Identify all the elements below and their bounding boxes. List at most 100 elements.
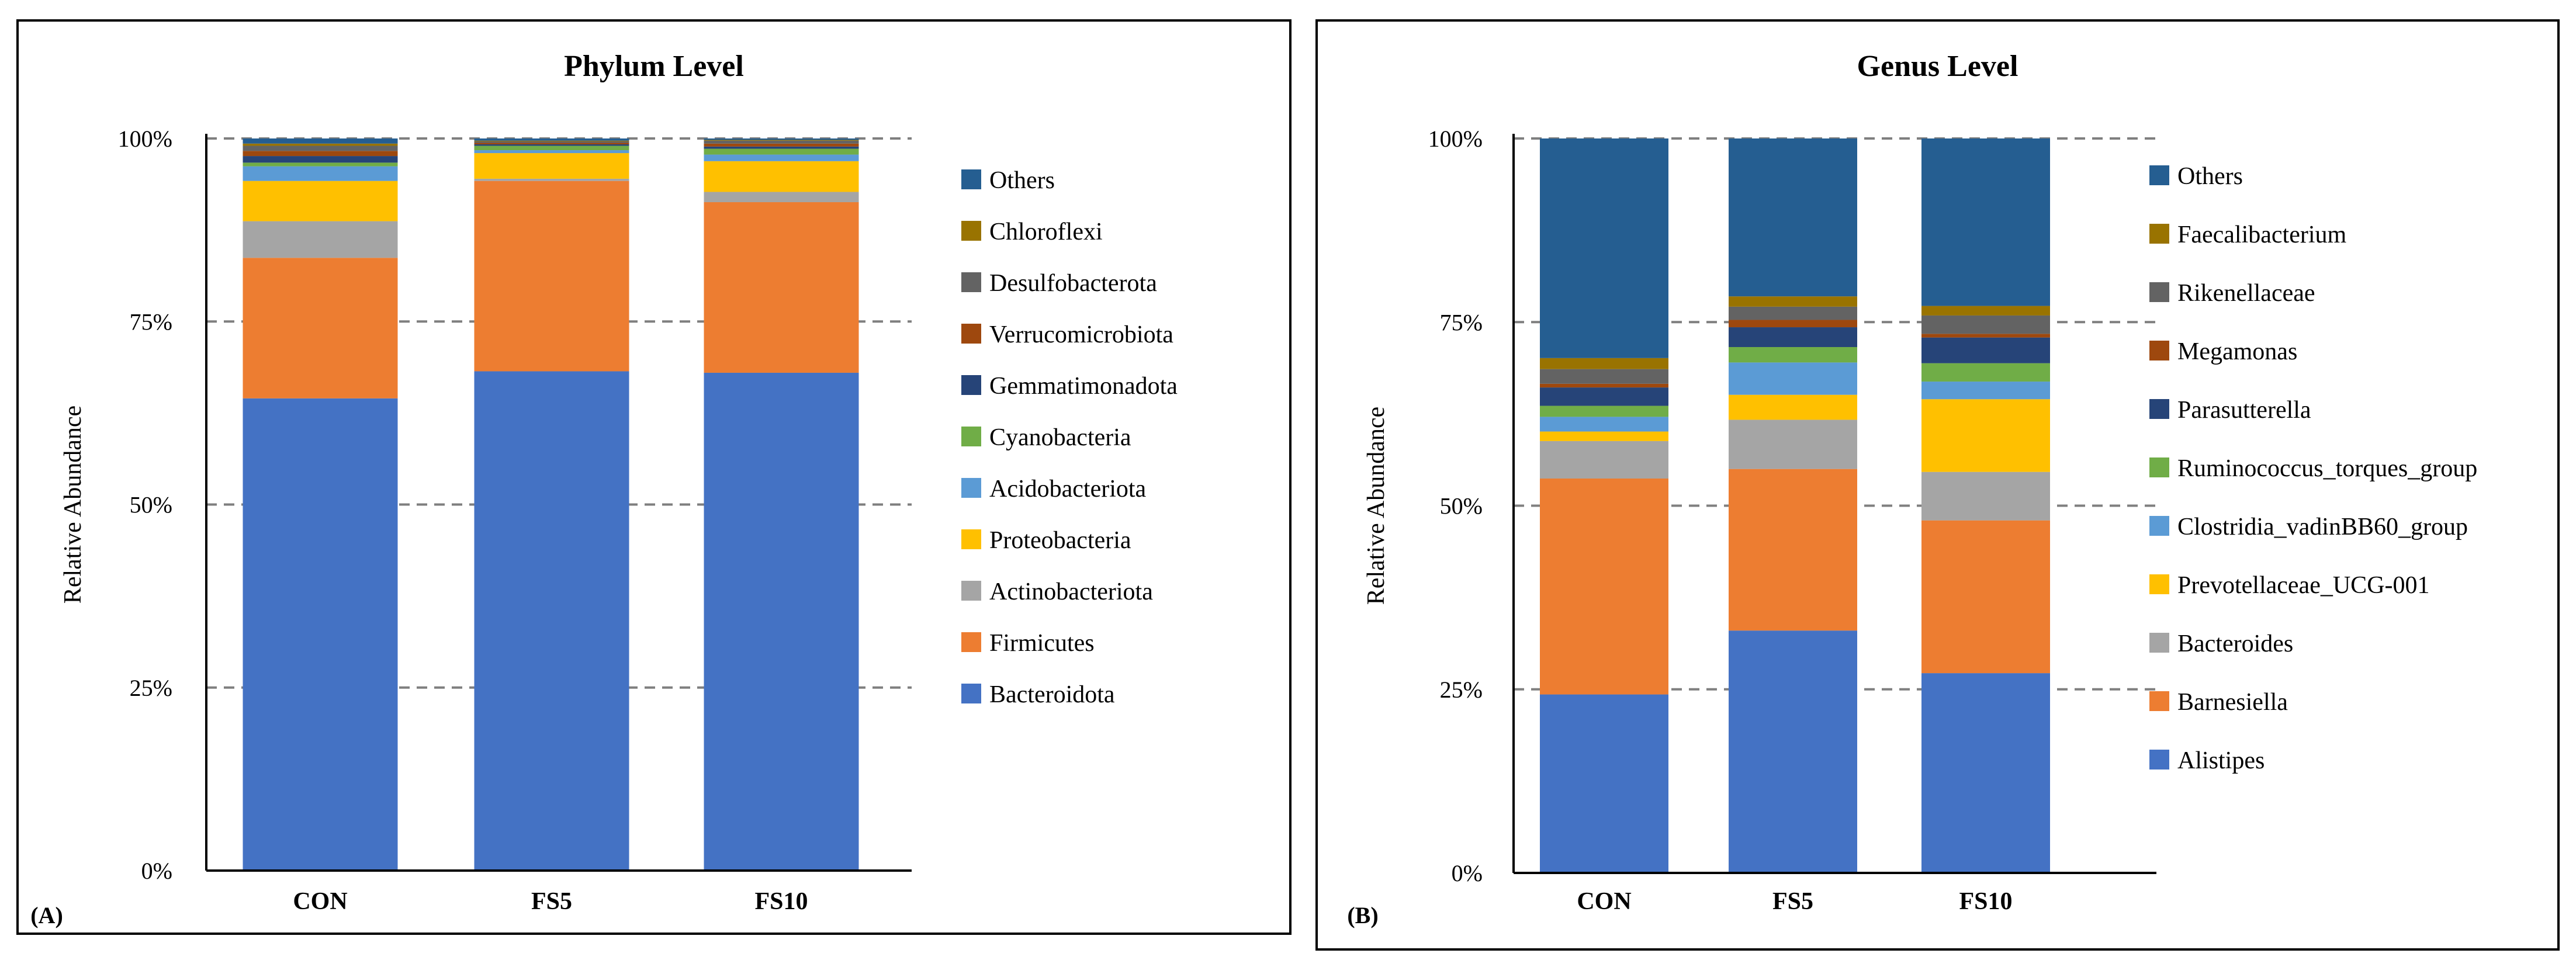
bar-segment-con-gemmatimonadota	[243, 156, 398, 163]
x-tick-label: FS10	[754, 888, 808, 915]
legend-swatch-rikenellaceae	[2149, 282, 2169, 302]
bar-segment-fs10-clostridia-vadinbb60-group	[1921, 382, 2050, 400]
bar-segment-fs5-desulfobacterota	[474, 141, 629, 143]
bar-segment-fs5-faecalibacterium	[1729, 296, 1857, 307]
bar-segment-con-chloroflexi	[243, 143, 398, 146]
bar-segment-con-barnesiella	[1540, 478, 1668, 695]
bar-segment-con-cyanobacteria	[243, 162, 398, 167]
legend-label-desulfobacterota: Desulfobacterota	[989, 270, 1157, 297]
y-tick-label: 25%	[130, 675, 172, 701]
y-tick-label: 50%	[1440, 493, 1483, 519]
legend-label-barnesiella: Barnesiella	[2177, 689, 2288, 716]
legend-label-firmicutes: Firmicutes	[989, 630, 1095, 657]
bar-segment-fs5-verrucomicrobiota	[474, 143, 629, 145]
x-tick-label: FS5	[1772, 888, 1813, 915]
panel-frame	[16, 19, 1292, 935]
bar-segment-fs10-gemmatimonadota	[704, 146, 859, 149]
legend-swatch-firmicutes	[961, 632, 981, 652]
bar-segment-con-alistipes	[1540, 694, 1668, 873]
legend-label-cyanobacteria: Cyanobacteria	[989, 424, 1131, 451]
bar-segment-fs10-verrucomicrobiota	[704, 143, 859, 147]
bar-segment-fs5-proteobacteria	[474, 153, 629, 179]
legend-label-rikenellaceae: Rikenellaceae	[2177, 280, 2315, 307]
legend-label-gemmatimonadota: Gemmatimonadota	[989, 373, 1178, 400]
y-tick-label: 0%	[1452, 860, 1483, 886]
x-tick-label: CON	[293, 888, 347, 915]
legend-swatch-bacteroidota	[961, 684, 981, 703]
bar-segment-fs10-barnesiella	[1921, 520, 2050, 674]
legend-swatch-bacteroides	[2149, 633, 2169, 653]
bar-segment-con-proteobacteria	[243, 181, 398, 221]
legend-label-megamonas: Megamonas	[2177, 338, 2297, 365]
bar-segment-con-others	[1540, 138, 1668, 358]
bar-segment-fs5-actinobacteriota	[474, 178, 629, 181]
bar-segment-fs10-bacteroides	[1921, 472, 2050, 521]
x-tick-label: CON	[1577, 888, 1631, 915]
legend-label-clostridia-vadinbb60-group: Clostridia_vadinBB60_group	[2177, 514, 2468, 540]
bar-segment-fs5-prevotellaceae-ucg-001	[1729, 394, 1857, 420]
y-tick-label: 100%	[1428, 126, 1483, 152]
bar-segment-con-ruminococcus-torques-group	[1540, 405, 1668, 417]
bar-segment-fs5-acidobacteriota	[474, 150, 629, 154]
bar-segment-con-actinobacteriota	[243, 221, 398, 258]
bar-segment-fs10-faecalibacterium	[1921, 306, 2050, 316]
bar-segment-fs10-rikenellaceae	[1921, 315, 2050, 334]
legend-label-proteobacteria: Proteobacteria	[989, 527, 1131, 554]
legend-label-actinobacteriota: Actinobacteriota	[989, 578, 1153, 605]
bar-segment-fs5-alistipes	[1729, 630, 1857, 873]
legend-label-faecalibacterium: Faecalibacterium	[2177, 221, 2347, 248]
bar-segment-fs5-firmicutes	[474, 181, 629, 372]
x-tick-label: FS5	[531, 888, 572, 915]
bar-segment-con-desulfobacterota	[243, 145, 398, 151]
legend-swatch-cyanobacteria	[961, 427, 981, 446]
legend-swatch-acidobacteriota	[961, 478, 981, 498]
x-tick-label: FS10	[1959, 888, 2012, 915]
legend-swatch-others	[961, 169, 981, 189]
legend-label-acidobacteriota: Acidobacteriota	[989, 476, 1147, 502]
legend-label-others: Others	[2177, 163, 2243, 190]
y-tick-label: 50%	[130, 492, 172, 518]
bar-segment-fs10-others	[704, 138, 859, 140]
bar-segment-con-bacteroidota	[243, 398, 398, 871]
legend-swatch-barnesiella	[2149, 691, 2169, 711]
legend-label-verrucomicrobiota: Verrucomicrobiota	[989, 321, 1173, 348]
legend-swatch-parasutterella	[2149, 399, 2169, 419]
bar-segment-fs5-cyanobacteria	[474, 145, 629, 151]
bar-segment-fs10-proteobacteria	[704, 161, 859, 192]
chart-title: Genus Level	[1857, 50, 2018, 83]
bar-segment-fs5-megamonas	[1729, 320, 1857, 328]
bar-segment-con-firmicutes	[243, 258, 398, 398]
panel-genus: Genus Level (B) 0% 25% 50% 75% 100% Relative Ab…	[1315, 19, 2560, 951]
bar-segment-con-clostridia-vadinbb60-group	[1540, 417, 1668, 432]
bar-segment-con-bacteroides	[1540, 441, 1668, 479]
bar-segment-fs5-parasutterella	[1729, 327, 1857, 347]
bar-segment-fs10-actinobacteriota	[704, 192, 859, 203]
bar-segment-fs5-bacteroides	[1729, 420, 1857, 469]
legend-label-alistipes: Alistipes	[2177, 747, 2265, 774]
y-tick-label: 100%	[118, 126, 172, 152]
y-axis-title: Relative Abundance	[60, 405, 86, 604]
bar-segment-fs10-cyanobacteria	[704, 148, 859, 155]
legend-label-ruminococcus-torques-group: Ruminococcus_torques_group	[2177, 455, 2477, 482]
legend-label-bacteroides: Bacteroides	[2177, 630, 2293, 657]
legend-label-parasutterella: Parasutterella	[2177, 397, 2311, 424]
legend-swatch-prevotellaceae-ucg-001	[2149, 574, 2169, 594]
panel-phylum: Phylum Level (A) 0% 25% 50% 75% 100% Relative A…	[16, 19, 1292, 935]
legend-swatch-clostridia-vadinbb60-group	[2149, 516, 2169, 536]
bar-segment-con-faecalibacterium	[1540, 358, 1668, 369]
legend-swatch-verrucomicrobiota	[961, 324, 981, 344]
legend-swatch-megamonas	[2149, 341, 2169, 361]
legend-swatch-others	[2149, 165, 2169, 185]
bar-segment-con-verrucomicrobiota	[243, 151, 398, 157]
legend-swatch-chloroflexi	[961, 221, 981, 241]
legend-label-chloroflexi: Chloroflexi	[989, 219, 1103, 245]
bar-segment-con-prevotellaceae-ucg-001	[1540, 431, 1668, 441]
y-tick-label: 0%	[141, 858, 172, 884]
bar-segment-fs10-parasutterella	[1921, 337, 2050, 363]
bar-segment-con-acidobacteriota	[243, 166, 398, 181]
panel-label: (B)	[1347, 902, 1378, 928]
bar-segment-fs5-others	[474, 138, 629, 141]
bar-segment-fs5-clostridia-vadinbb60-group	[1729, 362, 1857, 395]
bar-segment-con-others	[243, 138, 398, 144]
